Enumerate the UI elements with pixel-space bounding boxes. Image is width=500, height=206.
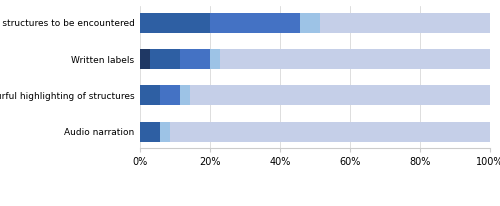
Bar xyxy=(140,49,150,69)
Bar xyxy=(140,13,210,33)
Bar xyxy=(210,13,300,33)
Bar xyxy=(160,122,170,142)
Bar xyxy=(150,49,180,69)
Bar xyxy=(140,122,160,142)
Bar xyxy=(180,49,210,69)
Bar xyxy=(210,49,220,69)
Bar xyxy=(160,85,180,105)
Bar xyxy=(170,122,490,142)
Bar xyxy=(180,85,190,105)
Legend: Very unhelpful, Somewhat unhelpful, Neither helpful nor unhelpful, Somewhat help: Very unhelpful, Somewhat unhelpful, Neit… xyxy=(46,203,484,206)
Bar xyxy=(140,85,160,105)
Bar xyxy=(220,49,490,69)
Bar xyxy=(320,13,490,33)
Bar xyxy=(190,85,490,105)
Bar xyxy=(300,13,320,33)
